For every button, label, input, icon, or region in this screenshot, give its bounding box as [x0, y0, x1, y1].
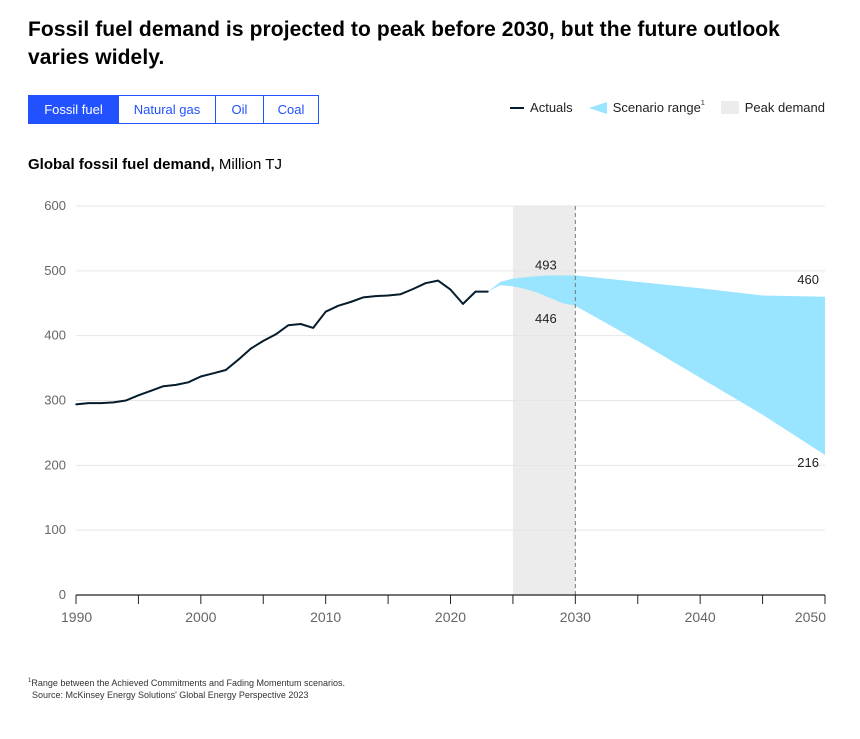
footnote: 1Range between the Achieved Commitments … — [28, 675, 345, 701]
actuals-line — [75, 279, 488, 406]
chart-heading: Global fossil fuel demand, Million TJ — [28, 156, 282, 173]
actuals-point-2019 — [437, 279, 439, 282]
footnote-note: 1Range between the Achieved Commitments … — [28, 675, 345, 689]
legend-actuals: Actuals — [510, 100, 573, 115]
chart-legend: Actuals Scenario range 1 Peak demand — [494, 100, 825, 115]
actuals-layer — [75, 279, 489, 406]
peak-demand-swatch — [720, 101, 739, 114]
actuals-point-1993 — [112, 401, 115, 404]
y-tick-label-0: 0 — [59, 587, 66, 602]
x-tick-label-2050: 2050 — [795, 609, 826, 625]
annotation-460: 460 — [797, 272, 819, 287]
actuals-point-2007 — [287, 324, 290, 327]
actuals-point-1995 — [137, 394, 140, 397]
legend-peak-label: Peak demand — [744, 100, 825, 115]
scenario-layer — [488, 275, 825, 455]
actuals-point-2008 — [299, 323, 302, 325]
annotation-446: 446 — [535, 311, 557, 326]
actuals-point-1996 — [150, 389, 152, 392]
actuals-point-2006 — [274, 333, 277, 336]
actuals-point-2010 — [324, 310, 327, 313]
actuals-point-1999 — [187, 381, 190, 384]
annotation-493: 493 — [535, 257, 557, 272]
x-tick-label-2020: 2020 — [435, 609, 466, 625]
x-tick-label-1990: 1990 — [61, 609, 92, 625]
y-tick-label-200: 200 — [44, 457, 66, 472]
actuals-point-2020 — [449, 288, 452, 291]
actuals-point-2014 — [374, 295, 377, 297]
actuals-point-2018 — [424, 282, 427, 284]
y-tick-label-500: 500 — [44, 263, 66, 278]
x-tick-label-2000: 2000 — [185, 609, 216, 625]
actuals-point-2011 — [337, 305, 339, 307]
x-tick-label-2040: 2040 — [685, 609, 716, 625]
actuals-point-1994 — [125, 399, 127, 402]
actuals-point-2021 — [462, 303, 464, 305]
actuals-point-2015 — [387, 294, 389, 297]
page-title: Fossil fuel demand is projected to peak … — [28, 18, 780, 69]
legend-scenario-range: Scenario range 1 — [588, 100, 705, 115]
scenario-range-area — [488, 275, 825, 455]
actuals-point-1998 — [175, 384, 177, 386]
tab-fossil-fuel[interactable]: Fossil fuel — [28, 95, 119, 124]
tab-coal[interactable]: Coal — [263, 95, 319, 124]
footnote-note-text: Range between the Achieved Commitments a… — [31, 678, 346, 688]
y-tick-label-400: 400 — [44, 328, 66, 343]
y-tick-label-100: 100 — [44, 522, 66, 537]
actuals-point-2002 — [225, 369, 227, 371]
actuals-point-2013 — [362, 296, 364, 299]
legend-scenario-label: Scenario range — [612, 100, 701, 115]
actuals-point-2009 — [312, 327, 314, 329]
y-tick-label-600: 600 — [44, 198, 66, 213]
actuals-point-1997 — [162, 385, 165, 388]
legend-actuals-label: Actuals — [530, 100, 573, 115]
actuals-point-2001 — [212, 372, 215, 375]
actuals-point-2012 — [349, 301, 352, 303]
x-tick-label-2010: 2010 — [310, 609, 341, 625]
x-tick-label-2030: 2030 — [560, 609, 591, 625]
fuel-tab-group: Fossil fuel Natural gas Oil Coal — [28, 95, 319, 124]
legend-peak-demand: Peak demand — [720, 100, 825, 115]
legend-scenario-footnote-marker: 1 — [700, 100, 705, 107]
annotation-216: 216 — [797, 455, 819, 470]
tab-natural-gas[interactable]: Natural gas — [118, 95, 216, 124]
actuals-point-2017 — [412, 288, 414, 290]
footnote-source: Source: McKinsey Energy Solutions' Globa… — [32, 690, 309, 700]
chart-heading-unit: Million TJ — [214, 156, 282, 173]
actuals-point-2000 — [200, 375, 202, 378]
y-tick-label-300: 300 — [44, 393, 66, 408]
actuals-point-1991 — [87, 402, 90, 404]
axis-layer: 0 100 200 300 400 500 600 1990 2000 2010 2020 2030 2… — [44, 198, 826, 625]
actuals-point-2003 — [237, 358, 240, 361]
actuals-point-2023 — [487, 290, 489, 293]
actuals-point-1990 — [75, 403, 77, 406]
scenario-range-swatch — [588, 101, 607, 114]
tab-oil[interactable]: Oil — [215, 95, 264, 124]
actuals-point-2022 — [474, 290, 477, 293]
actuals-line-swatch — [510, 106, 525, 109]
actuals-point-1992 — [100, 402, 102, 404]
footnote-marker: 1 — [28, 678, 32, 684]
actuals-point-2005 — [262, 340, 265, 342]
chart-heading-title: Global fossil fuel demand, — [28, 156, 215, 173]
annotation-layer: 493 446 460 216 — [535, 257, 819, 470]
actuals-point-2016 — [399, 293, 402, 295]
actuals-point-2004 — [249, 347, 252, 350]
